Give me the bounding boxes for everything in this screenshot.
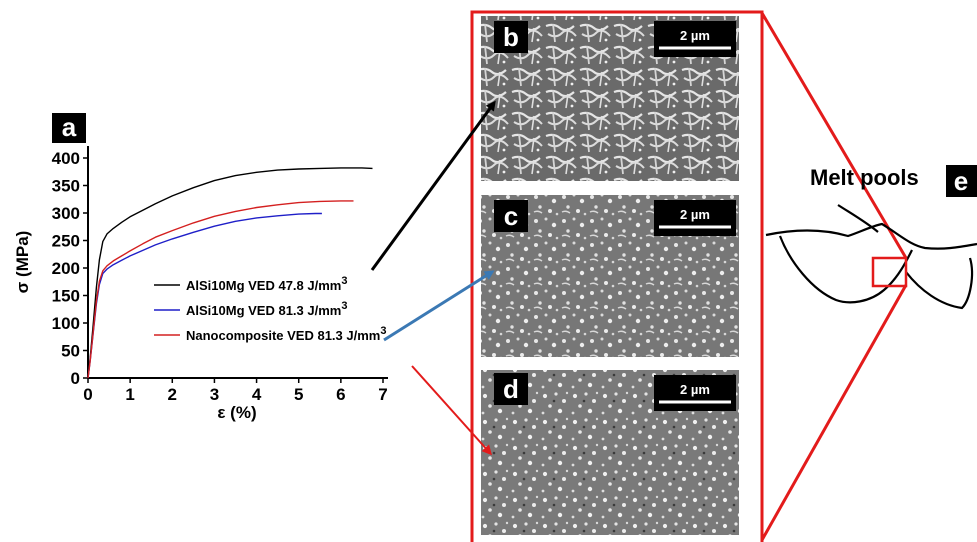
arrow-to-b	[370, 100, 496, 271]
axis-ticks	[83, 157, 384, 383]
melt-pool-boundary-top	[837, 204, 879, 233]
zoom-line-top	[760, 12, 908, 259]
micrograph-c: c 2 µm	[481, 195, 739, 357]
melt-pool-zoom-box	[871, 256, 908, 288]
y-tick-label-350: 350	[52, 177, 80, 196]
y-tick-label-400: 400	[52, 149, 80, 168]
x-axis-title: ε (%)	[217, 403, 256, 422]
x-tick-label-1: 1	[125, 385, 134, 404]
arrow-to-d	[411, 365, 493, 456]
y-tick-label-300: 300	[52, 204, 80, 223]
y-tick-label-0: 0	[71, 369, 80, 388]
melt-pools-title: Melt pools	[810, 165, 919, 190]
panel-label-d: d	[503, 374, 519, 404]
x-tick-label-6: 6	[336, 385, 345, 404]
scale-bar-box-b	[654, 21, 736, 57]
x-tick-label-3: 3	[210, 385, 219, 404]
panel-label-b: b	[503, 22, 519, 52]
x-tick-label-5: 5	[294, 385, 303, 404]
panel-label-e: e	[954, 166, 968, 196]
scale-bar-label-d: 2 µm	[680, 382, 710, 397]
arrow-to-c	[383, 270, 495, 342]
series-line-2	[87, 200, 354, 379]
x-tick-labels: 0 1 2 3 4 5 6 7	[83, 385, 387, 404]
scale-bar-box-c	[654, 200, 736, 236]
melt-pools-panel: Melt pools e	[765, 165, 977, 310]
x-tick-label-7: 7	[378, 385, 387, 404]
scale-bar-label-b: 2 µm	[680, 28, 710, 43]
series-lines	[87, 167, 373, 379]
melt-pool-boundary-right	[905, 257, 974, 310]
panel-label-d-box	[494, 373, 528, 405]
y-tick-label-150: 150	[52, 287, 80, 306]
panel-label-c: c	[504, 201, 518, 231]
scale-bar-label-c: 2 µm	[680, 207, 710, 222]
zoom-line-bottom	[760, 284, 908, 541]
y-tick-label-250: 250	[52, 232, 80, 251]
y-tick-label-50: 50	[61, 342, 80, 361]
y-tick-label-100: 100	[52, 314, 80, 333]
panel-label-a-box	[52, 113, 86, 143]
legend: AlSi10Mg VED 47.8 J/mm3 AlSi10Mg VED 81.3…	[154, 275, 386, 343]
melt-pool-boundary-upper	[765, 222, 977, 250]
y-tick-label-200: 200	[52, 259, 80, 278]
series-line-0	[87, 167, 373, 379]
stress-strain-chart: a 0 50 100 150 200 250 300 350 400 0 1 2 3 4 5 6 7 ε (%…	[13, 112, 388, 422]
legend-label-2: Nanocomposite VED 81.3 J/mm3	[186, 325, 386, 343]
melt-pool-boundary-left	[778, 235, 913, 304]
x-tick-label-2: 2	[168, 385, 177, 404]
y-axis-title: σ (MPa)	[13, 231, 32, 294]
scale-bar-box-d	[654, 375, 736, 411]
series-line-1	[87, 212, 322, 379]
panel-label-c-box	[494, 200, 528, 232]
micrograph-frame	[470, 10, 764, 542]
micrograph-d: d 2 µm	[481, 370, 739, 535]
micrograph-b: b 2 µm	[481, 16, 739, 181]
x-tick-label-0: 0	[83, 385, 92, 404]
legend-label-0: AlSi10Mg VED 47.8 J/mm3	[186, 275, 347, 293]
panel-label-e-box	[946, 165, 977, 197]
x-tick-label-4: 4	[252, 385, 262, 404]
legend-label-1: AlSi10Mg VED 81.3 J/mm3	[186, 300, 347, 318]
y-tick-labels: 0 50 100 150 200 250 300 350 400	[52, 149, 80, 388]
panel-label-a: a	[62, 112, 77, 142]
panel-label-b-box	[494, 21, 528, 53]
